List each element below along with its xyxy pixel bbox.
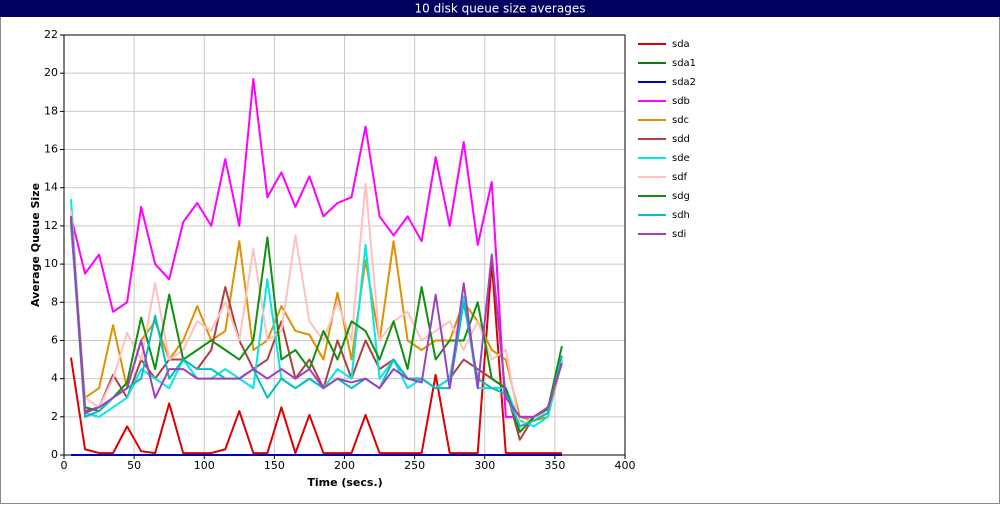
legend-label: sde <box>672 153 690 164</box>
x-tick-label: 200 <box>334 459 355 472</box>
x-tick-label: 250 <box>404 459 425 472</box>
series-line <box>70 222 563 428</box>
legend-label: sdh <box>672 210 690 221</box>
legend-label: sda1 <box>672 58 696 69</box>
y-tick-label: 2 <box>51 410 58 423</box>
y-tick-label: 10 <box>44 257 58 270</box>
y-tick-label: 20 <box>44 66 58 79</box>
y-tick-label: 14 <box>44 181 58 194</box>
series-line <box>70 216 563 418</box>
x-tick-label: 150 <box>264 459 285 472</box>
legend-label: sda <box>672 39 690 50</box>
title-bar <box>0 0 1000 17</box>
x-tick-label: 100 <box>194 459 215 472</box>
x-tick-label: 350 <box>544 459 565 472</box>
legend-label: sdi <box>672 229 686 240</box>
y-tick-label: 18 <box>44 104 58 117</box>
x-tick-label: 0 <box>61 459 68 472</box>
x-tick-label: 400 <box>615 459 636 472</box>
x-tick-label: 50 <box>127 459 141 472</box>
y-tick-label: 16 <box>44 143 58 156</box>
legend-label: sdf <box>672 172 688 183</box>
x-axis-label: Time (secs.) <box>307 476 382 489</box>
y-axis-label: Average Queue Size <box>29 183 42 307</box>
legend-label: sdd <box>672 134 690 145</box>
series-line <box>70 77 563 418</box>
y-tick-label: 0 <box>51 448 58 461</box>
legend-label: sdg <box>672 191 690 202</box>
y-tick-label: 22 <box>44 28 58 41</box>
x-tick-label: 300 <box>474 459 495 472</box>
series-line <box>70 182 563 428</box>
y-tick-label: 8 <box>51 295 58 308</box>
legend-label: sdc <box>672 115 689 126</box>
series-line <box>70 216 563 434</box>
y-tick-label: 6 <box>51 333 58 346</box>
y-tick-label: 12 <box>44 219 58 232</box>
series-line <box>70 261 562 455</box>
chart-title: 10 disk queue size averages <box>415 2 586 16</box>
y-tick-label: 4 <box>51 372 58 385</box>
legend-label: sda2 <box>672 77 696 88</box>
legend-label: sdb <box>672 96 690 107</box>
